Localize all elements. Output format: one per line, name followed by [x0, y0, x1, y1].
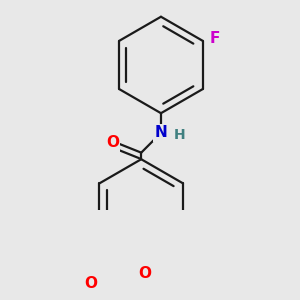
Text: N: N	[154, 125, 167, 140]
Text: H: H	[174, 128, 185, 142]
Text: O: O	[106, 135, 119, 150]
Text: O: O	[84, 276, 97, 291]
Text: O: O	[138, 266, 151, 281]
Text: F: F	[210, 31, 220, 46]
